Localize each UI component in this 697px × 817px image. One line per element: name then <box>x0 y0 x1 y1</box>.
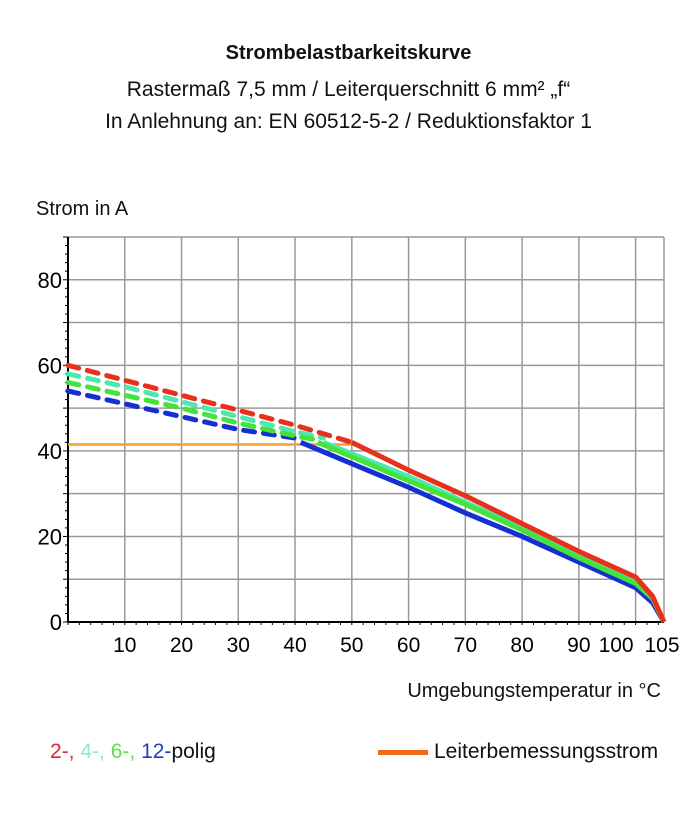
x-tick-label: 40 <box>283 634 306 657</box>
y-tick-label: 0 <box>50 610 62 635</box>
chart-subtitle-2: In Anlehnung an: EN 60512-5-2 / Reduktio… <box>105 110 592 133</box>
series-3-dashed-line <box>65 388 298 441</box>
y-tick-label: 80 <box>38 268 62 293</box>
y-tick-label: 40 <box>38 439 62 464</box>
x-tick-label: 105 <box>644 634 679 657</box>
y-axis-label: Strom in A <box>36 198 129 220</box>
chart-subtitle-1: Rastermaß 7,5 mm / Leiterquerschnitt 6 m… <box>126 78 571 101</box>
legend-12-polig: 12- <box>141 740 172 763</box>
legend-rated-current: Leiterbemessungsstrom <box>378 740 658 764</box>
legend-polig-suffix: polig <box>171 740 216 763</box>
legend-2-polig: 2-, <box>50 740 75 763</box>
series-2-dashed-line <box>65 379 321 443</box>
series-3-solid-line <box>299 440 667 624</box>
x-axis-label: Umgebungstemperatur in °C <box>407 680 661 702</box>
y-tick-label: 60 <box>38 353 62 378</box>
x-tick-label: 20 <box>170 634 193 657</box>
x-tick-label: 70 <box>454 634 477 657</box>
series-1-solid-line <box>322 440 667 624</box>
legend-6-polig: 6-, <box>110 740 136 763</box>
legend-poles: 2-, 4-, 6-, 12-polig <box>50 740 216 764</box>
chart-title: Strombelastbarkeitskurve <box>225 42 472 64</box>
x-tick-label: 30 <box>227 634 250 657</box>
legend-rated-current-label: Leiterbemessungsstrom <box>434 740 659 763</box>
x-tick-label: 50 <box>340 634 363 657</box>
y-tick-label: 20 <box>38 524 62 549</box>
legend-4-polig: 4-, <box>80 740 105 763</box>
series-1-dashed-line <box>65 371 326 441</box>
series-0-solid-line <box>350 440 667 624</box>
x-tick-label: 60 <box>397 634 420 657</box>
x-tick-label: 10 <box>113 634 136 657</box>
legend-rated-current-swatch <box>378 749 428 755</box>
x-tick-label: 80 <box>510 634 533 657</box>
series-0-dashed-line <box>65 362 355 445</box>
x-tick-label: 90 <box>567 634 590 657</box>
x-tick-label: 100 <box>599 634 634 657</box>
